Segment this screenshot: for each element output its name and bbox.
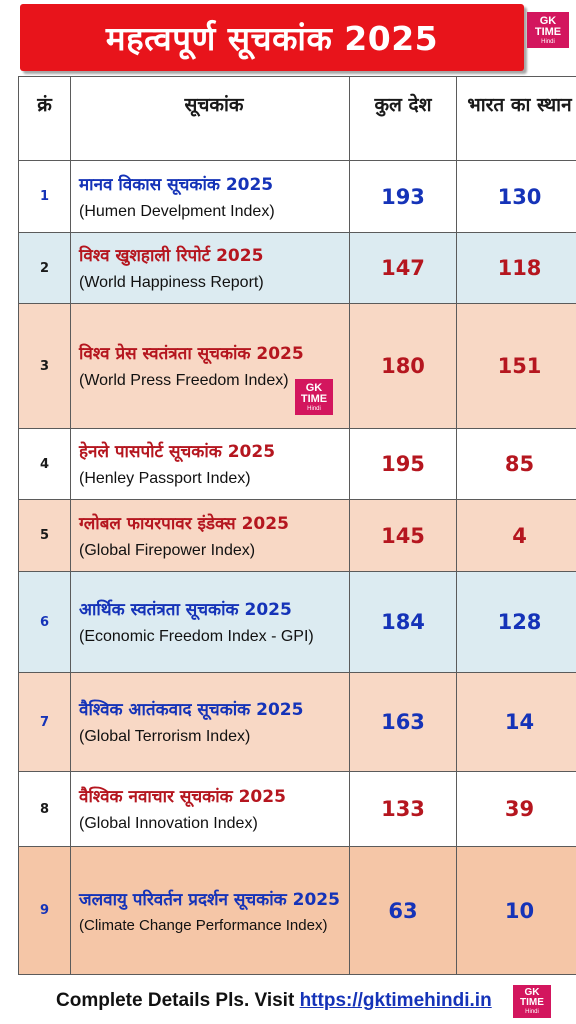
india-rank: 10 bbox=[456, 846, 576, 975]
index-name-english: (Economic Freedom Index - GPI) bbox=[79, 628, 314, 645]
india-rank: 118 bbox=[456, 232, 576, 304]
serial-number: 3 bbox=[18, 303, 71, 429]
india-rank: 14 bbox=[456, 672, 576, 772]
index-name-english: (Henley Passport Index) bbox=[79, 470, 251, 487]
index-name-hindi: हेनले पासपोर्ट सूचकांक 2025 bbox=[79, 442, 276, 462]
indices-table: क्रं सूचकांक कुल देश भारत का स्थान 1 मानव… bbox=[18, 76, 576, 975]
index-name-english: (Global Innovation Index) bbox=[79, 815, 258, 832]
index-name-english: (Global Firepower Index) bbox=[79, 541, 256, 559]
index-name-cell: जलवायु परिवर्तन प्रदर्शन सूचकांक 2025 (Cl… bbox=[70, 846, 350, 975]
total-countries: 195 bbox=[349, 428, 457, 500]
serial-number: 2 bbox=[18, 232, 71, 304]
gk-time-logo: GK TIME Hindi bbox=[527, 12, 569, 48]
header-total: कुल देश bbox=[349, 76, 457, 161]
index-name-english: (Global Terrorism Index) bbox=[79, 728, 251, 745]
serial-number: 1 bbox=[18, 160, 71, 233]
india-rank: 151 bbox=[456, 303, 576, 429]
index-name-cell: विश्व खुशहाली रिपोर्ट 2025 (World Happine… bbox=[70, 232, 350, 304]
india-rank: 4 bbox=[456, 499, 576, 572]
total-countries: 147 bbox=[349, 232, 457, 304]
index-name-english: (Humen Develpment Index) bbox=[79, 202, 275, 220]
serial-number: 5 bbox=[18, 499, 71, 572]
index-name-hindi: वैश्विक नवाचार सूचकांक 2025 bbox=[79, 787, 286, 807]
index-name-english: (World Press Freedom Index) bbox=[79, 372, 289, 389]
index-name-cell: आर्थिक स्वतंत्रता सूचकांक 2025 (Economic … bbox=[70, 571, 350, 673]
table-row: 9 जलवायु परिवर्तन प्रदर्शन सूचकांक 2025 (C… bbox=[18, 846, 576, 975]
total-countries: 63 bbox=[349, 846, 457, 975]
index-name-english: (Climate Change Performance Index) bbox=[79, 916, 328, 934]
india-rank: 85 bbox=[456, 428, 576, 500]
table-row: 2 विश्व खुशहाली रिपोर्ट 2025 (World Happin… bbox=[18, 232, 576, 304]
serial-number: 4 bbox=[18, 428, 71, 500]
footer-text: Complete Details Pls. Visit bbox=[56, 990, 300, 1011]
gk-time-logo: GK TIME Hindi bbox=[295, 379, 333, 415]
page-title: महत्वपूर्ण सूचकांक 2025 bbox=[105, 19, 439, 58]
title-banner: महत्वपूर्ण सूचकांक 2025 bbox=[20, 4, 524, 71]
serial-number: 9 bbox=[18, 846, 71, 975]
footer: Complete Details Pls. Visit https://gkti… bbox=[56, 990, 492, 1012]
index-name-cell: मानव विकास सूचकांक 2025 (Humen Develpment… bbox=[70, 160, 350, 233]
total-countries: 184 bbox=[349, 571, 457, 673]
india-rank: 39 bbox=[456, 771, 576, 847]
header-serial: क्रं bbox=[18, 76, 71, 161]
header-rank: भारत का स्थान bbox=[456, 76, 576, 161]
index-name-hindi: ग्लोबल फायरपावर इंडेक्स 2025 bbox=[79, 513, 289, 534]
index-name-hindi: आर्थिक स्वतंत्रता सूचकांक 2025 bbox=[79, 600, 292, 620]
total-countries: 145 bbox=[349, 499, 457, 572]
index-name-cell: हेनले पासपोर्ट सूचकांक 2025 (Henley Passp… bbox=[70, 428, 350, 500]
table-row: 5 ग्लोबल फायरपावर इंडेक्स 2025 (Global Fir… bbox=[18, 499, 576, 572]
total-countries: 193 bbox=[349, 160, 457, 233]
table-row: 3 विश्व प्रेस स्वतंत्रता सूचकांक 2025 (Wor… bbox=[18, 303, 576, 429]
table-row: 6 आर्थिक स्वतंत्रता सूचकांक 2025 (Economic… bbox=[18, 571, 576, 673]
table-row: 7 वैश्विक आतंकवाद सूचकांक 2025 (Global Ter… bbox=[18, 672, 576, 772]
total-countries: 180 bbox=[349, 303, 457, 429]
index-name-hindi: विश्व प्रेस स्वतंत्रता सूचकांक 2025 bbox=[79, 344, 304, 364]
total-countries: 133 bbox=[349, 771, 457, 847]
table-row: 4 हेनले पासपोर्ट सूचकांक 2025 (Henley Pass… bbox=[18, 428, 576, 500]
index-name-english: (World Happiness Report) bbox=[79, 274, 264, 291]
header-index: सूचकांक bbox=[70, 76, 350, 161]
total-countries: 163 bbox=[349, 672, 457, 772]
index-name-hindi: जलवायु परिवर्तन प्रदर्शन सूचकांक 2025 bbox=[79, 889, 340, 910]
website-link[interactable]: https://gktimehindi.in bbox=[299, 990, 492, 1011]
index-name-cell: वैश्विक आतंकवाद सूचकांक 2025 (Global Terr… bbox=[70, 672, 350, 772]
serial-number: 8 bbox=[18, 771, 71, 847]
table-row: 8 वैश्विक नवाचार सूचकांक 2025 (Global Inno… bbox=[18, 771, 576, 847]
table-row: 1 मानव विकास सूचकांक 2025 (Humen Develpmen… bbox=[18, 160, 576, 233]
india-rank: 130 bbox=[456, 160, 576, 233]
index-name-hindi: मानव विकास सूचकांक 2025 bbox=[79, 174, 274, 195]
index-name-hindi: वैश्विक आतंकवाद सूचकांक 2025 bbox=[79, 700, 304, 720]
serial-number: 6 bbox=[18, 571, 71, 673]
serial-number: 7 bbox=[18, 672, 71, 772]
index-name-cell: ग्लोबल फायरपावर इंडेक्स 2025 (Global Fire… bbox=[70, 499, 350, 572]
index-name-cell: वैश्विक नवाचार सूचकांक 2025 (Global Innov… bbox=[70, 771, 350, 847]
index-name-hindi: विश्व खुशहाली रिपोर्ट 2025 bbox=[79, 246, 264, 266]
india-rank: 128 bbox=[456, 571, 576, 673]
gk-time-logo: GK TIME Hindi bbox=[513, 985, 551, 1018]
